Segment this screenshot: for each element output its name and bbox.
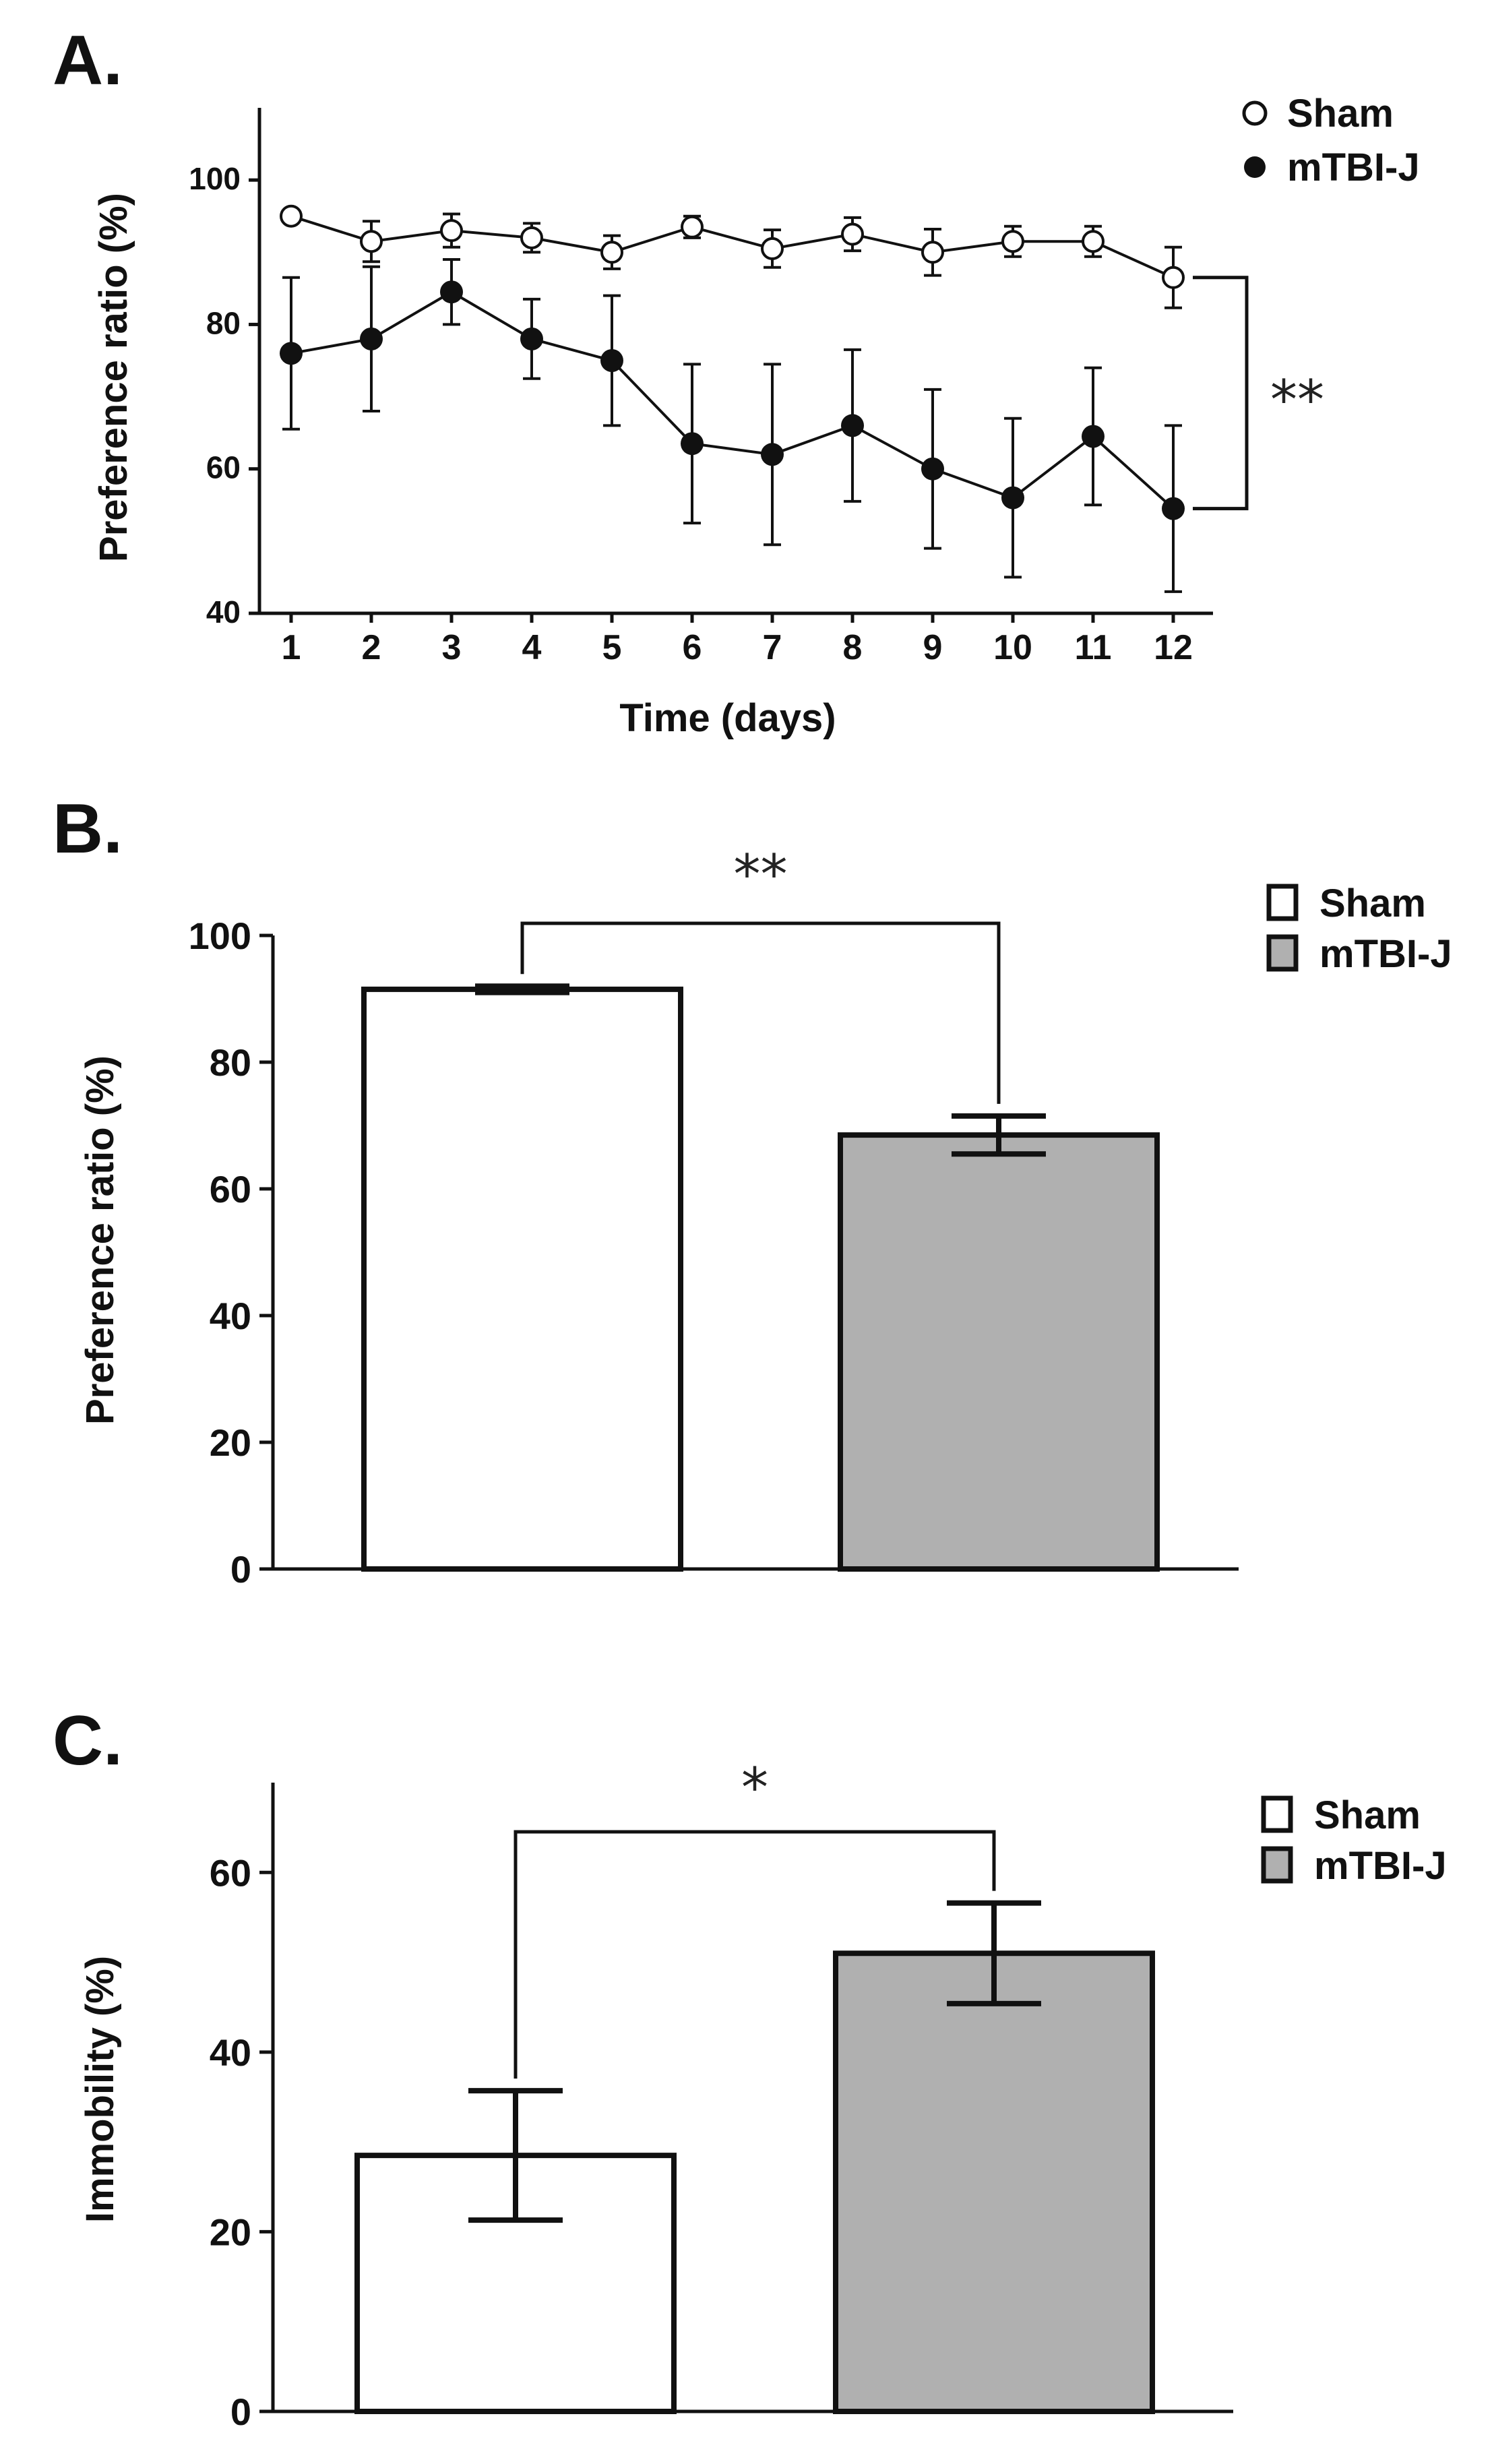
data-point-sham bbox=[681, 215, 704, 239]
y-tick-label: 40 bbox=[206, 594, 241, 629]
x-tick-label: 4 bbox=[522, 628, 542, 667]
panel-b-label: B. bbox=[53, 790, 123, 868]
panel-c-y-axis-title: Immobility (%) bbox=[78, 1956, 122, 2223]
data-point-mtbi-j bbox=[440, 280, 463, 304]
y-tick-label: 60 bbox=[210, 1168, 251, 1210]
series-line-sham bbox=[290, 214, 1174, 279]
significance-bracket bbox=[514, 1830, 996, 2079]
x-tick-label: 7 bbox=[763, 628, 782, 667]
x-tick-label: 6 bbox=[683, 628, 702, 667]
legend-filled-circle-icon bbox=[1244, 156, 1266, 178]
series-line-mtbi-j bbox=[290, 290, 1175, 510]
legend-label-mtbi-j: mTBI-J bbox=[1287, 146, 1420, 189]
bar-sham bbox=[361, 986, 683, 1572]
data-point-mtbi-j bbox=[360, 327, 383, 350]
legend-white-box-icon bbox=[1266, 884, 1299, 921]
legend-open-circle-icon bbox=[1242, 100, 1268, 126]
legend-label-mtbi-j: mTBI-J bbox=[1319, 932, 1452, 976]
x-tick-label: 9 bbox=[923, 628, 943, 667]
data-point-mtbi-j bbox=[841, 414, 864, 437]
panel-c-label: C. bbox=[53, 1702, 123, 1780]
y-tick-label: 20 bbox=[210, 1421, 251, 1464]
panel-b-bar-chart: B. Preference ratio (%) 0 20 40 60 80 100 ** S… bbox=[53, 790, 1452, 1591]
panel-c-legend: Sham mTBI-J bbox=[1261, 1793, 1447, 1888]
data-point-sham bbox=[761, 237, 784, 260]
x-tick-label: 12 bbox=[1154, 628, 1193, 667]
significance-bracket bbox=[1193, 276, 1249, 511]
data-point-sham bbox=[280, 204, 303, 228]
y-tick-label: 40 bbox=[210, 1295, 251, 1337]
significance-marker: ** bbox=[734, 843, 788, 906]
data-point-sham bbox=[360, 230, 383, 253]
y-tick-label: 20 bbox=[210, 2211, 251, 2253]
x-tick-label: 11 bbox=[1075, 628, 1112, 667]
y-tick-label: 0 bbox=[230, 2391, 251, 2433]
y-tick-label: 60 bbox=[206, 450, 241, 485]
data-point-mtbi-j bbox=[1082, 425, 1105, 448]
legend-white-box-icon bbox=[1261, 1795, 1293, 1833]
panel-c-bar-chart: C. Immobility (%) 0 20 40 60 * Sham mTBI-J bbox=[53, 1702, 1447, 2433]
data-point-sham bbox=[1162, 266, 1185, 289]
legend-label-sham: Sham bbox=[1314, 1793, 1421, 1837]
significance-marker: * bbox=[741, 1756, 768, 1819]
x-tick-label: 1 bbox=[282, 628, 301, 667]
significance-bracket bbox=[520, 921, 1001, 1104]
panel-a-x-axis-title: Time (days) bbox=[619, 696, 836, 740]
data-point-mtbi-j bbox=[681, 432, 704, 456]
panel-b-legend: Sham mTBI-J bbox=[1266, 882, 1452, 976]
y-tick-label: 80 bbox=[206, 305, 241, 340]
data-point-sham bbox=[600, 241, 623, 264]
x-tick-label: 8 bbox=[843, 628, 863, 667]
legend-gray-box-icon bbox=[1266, 934, 1299, 972]
y-tick-label: 80 bbox=[210, 1041, 251, 1084]
y-tick-label: 100 bbox=[189, 161, 241, 196]
data-point-mtbi-j bbox=[921, 457, 944, 481]
panel-a-label: A. bbox=[53, 22, 123, 100]
data-point-sham bbox=[1001, 230, 1024, 253]
data-point-mtbi-j bbox=[761, 443, 784, 466]
data-point-mtbi-j bbox=[1162, 497, 1185, 520]
data-point-mtbi-j bbox=[280, 342, 303, 365]
x-tick-label: 10 bbox=[993, 628, 1032, 667]
data-point-mtbi-j bbox=[520, 327, 543, 350]
legend-label-sham: Sham bbox=[1287, 92, 1394, 135]
y-tick-label: 40 bbox=[210, 2031, 251, 2074]
panel-a-y-axis-title: Preference ratio (%) bbox=[92, 193, 135, 562]
data-point-mtbi-j bbox=[1001, 486, 1024, 510]
data-point-sham bbox=[841, 222, 864, 246]
y-tick-label: 60 bbox=[210, 1851, 251, 1894]
bar-mtbi-j bbox=[833, 1950, 1155, 2415]
panel-b-y-axis-title: Preference ratio (%) bbox=[78, 1055, 122, 1425]
data-point-sham bbox=[921, 241, 944, 264]
x-tick-label: 5 bbox=[602, 628, 622, 667]
data-point-sham bbox=[1082, 230, 1105, 253]
legend-gray-box-icon bbox=[1261, 1846, 1293, 1884]
significance-marker: ** bbox=[1270, 369, 1324, 431]
bar-mtbi-j bbox=[838, 1132, 1160, 1572]
y-tick-label: 100 bbox=[189, 915, 251, 957]
x-tick-label: 3 bbox=[442, 628, 462, 667]
legend-label-mtbi-j: mTBI-J bbox=[1314, 1844, 1447, 1888]
data-point-mtbi-j bbox=[600, 349, 623, 372]
data-point-sham bbox=[520, 226, 543, 249]
y-tick-label: 0 bbox=[230, 1548, 251, 1591]
data-point-sham bbox=[440, 219, 463, 243]
x-tick-label: 2 bbox=[362, 628, 381, 667]
panel-a-legend: Sham mTBI-J bbox=[1242, 92, 1420, 189]
legend-label-sham: Sham bbox=[1319, 882, 1426, 925]
panel-a-line-chart: A. Preference ratio (%) Time (days) 40 60… bbox=[53, 22, 1420, 740]
